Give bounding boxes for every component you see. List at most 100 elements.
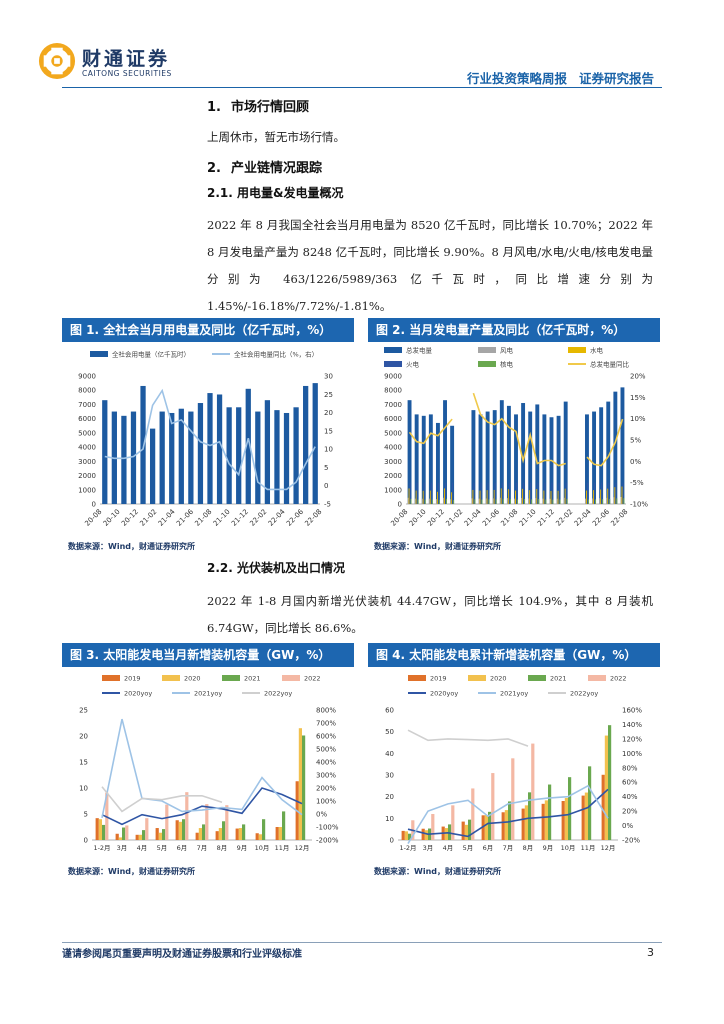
bar-26 [592,411,597,504]
section-2-title: 产业链情况跟踪 [231,161,323,176]
bar-2021-2 [448,824,452,840]
y-right-tick-1: -100% [316,824,339,832]
y-left-tick-7: 7000 [384,401,402,409]
y-left-tick-8: 8000 [384,387,402,395]
component-bar-26-1 [593,490,595,504]
y-right-tick-2: 0% [630,458,641,466]
component-bar-30-3 [623,498,625,504]
legend-swatch-0 [384,347,402,353]
y-left-tick-5: 5000 [78,429,96,437]
component-bar-0-3 [410,498,412,504]
figure-1-title: 图 1. 全社会当月用电量及同比（亿千瓦时，%） [62,318,354,342]
bar-2020-4 [178,821,182,840]
bar-2020-7 [238,828,242,840]
x-tick-0: 1-2月 [399,844,416,852]
bar-2020-4 [484,815,488,840]
figure-4-source: 数据来源：Wind，财通证券研究所 [374,867,501,876]
bar-2019-1 [421,828,425,840]
y-right-tick-0: -200% [316,837,339,845]
legend-label-1: 2020 [490,675,507,683]
bar-2 [421,415,426,504]
legend-label-2: 2021 [550,675,567,683]
component-bar-21-3 [559,499,561,504]
legend-swatch-1 [162,675,180,681]
y-left-tick-4: 4000 [384,444,402,452]
bar-2020-10 [298,728,302,840]
component-bar-11-3 [488,499,490,504]
y-left-tick-0: 0 [92,501,96,509]
component-bar-12-3 [495,499,497,504]
component-bar-9-3 [474,499,476,504]
x-tick-0: 20-08 [389,508,409,528]
x-tick-7: 21-10 [518,508,538,528]
bar-13 [499,400,504,504]
component-bar-12-1 [493,489,495,504]
legend-swatch-2 [528,675,546,681]
bar-2020-9 [584,792,588,840]
component-bar-14-2 [508,482,510,504]
y-left-tick-7: 7000 [78,401,96,409]
bar-17 [264,400,271,504]
component-bar-11-2 [487,482,489,504]
component-bar-20-3 [552,499,554,504]
bar-2020-8 [564,797,568,840]
bar-2 [121,415,127,504]
component-bar-0-0 [407,497,409,504]
component-bar-27-1 [600,489,602,504]
y-left-tick-9: 9000 [384,373,402,381]
bar-2022-6 [225,805,229,840]
legend-label-0: 全社会用电量（亿千瓦时） [112,350,190,359]
x-tick-10: 22-04 [267,507,287,527]
bar-21 [303,385,309,504]
bar-2020-1 [424,830,428,840]
section-2-2-title: 光伏装机及出口情况 [237,561,346,575]
component-bar-4-0 [435,499,437,504]
bar-2019-6 [521,808,525,840]
component-bar-3-3 [431,499,433,504]
component-bar-0-2 [409,482,411,504]
legend-swatch-2 [568,347,586,353]
bar-3 [130,411,137,504]
component-bar-26-3 [595,499,597,504]
bar-2022-6 [531,743,535,840]
component-bar-15-1 [515,490,516,504]
component-bar-28-2 [608,482,610,504]
y-right-tick-2: 0% [316,811,327,819]
bar-2021-6 [222,821,226,840]
component-bar-5-0 [443,497,445,504]
legend-label-1: 2020 [184,675,201,683]
bar-2022-2 [145,818,149,840]
y-right-tick-7: 30 [324,373,333,381]
component-bar-2-2 [423,482,425,504]
bar-2021-9 [282,811,286,840]
legend-label-2: 2021 [244,675,261,683]
component-bar-2-0 [421,498,423,504]
section-2-1-title: 用电量&发电量概况 [237,186,344,200]
bar-2020-6 [218,828,222,840]
x-tick-12: 22-08 [609,508,629,528]
bar-16 [255,411,261,504]
bar-9 [471,410,476,504]
figure-2-source: 数据来源：Wind，财通证券研究所 [374,542,501,551]
bar-2019-2 [135,834,139,840]
bar-2019-6 [215,831,219,840]
line-2021yoy [407,784,609,845]
bar-2020-0 [404,831,408,840]
component-bar-17-0 [528,498,530,504]
component-bar-1-3 [417,499,419,504]
legend-label-5: 总发电量同比 [590,360,630,369]
section-1-text: 上周休市，暂无市场行情。 [207,130,345,144]
y-left-tick-6: 60 [385,707,394,715]
component-bar-15-2 [516,482,517,504]
x-tick-8: 21-12 [230,508,250,528]
x-tick-10: 12月 [601,844,616,852]
x-tick-5: 21-06 [175,507,195,527]
legend-label-6: 2022yoy [570,690,598,698]
bar-2019-3 [155,828,159,840]
bar-4 [435,422,440,504]
component-bar-9-2 [473,482,475,504]
x-tick-11: 22-06 [591,507,611,527]
y-left-tick-4: 4000 [78,444,96,452]
component-bar-13-2 [501,482,503,504]
section-2-2-text: 2022 年 1-8 月国内新增光伏装机 44.47GW，同比增长 104.9%… [207,594,653,635]
